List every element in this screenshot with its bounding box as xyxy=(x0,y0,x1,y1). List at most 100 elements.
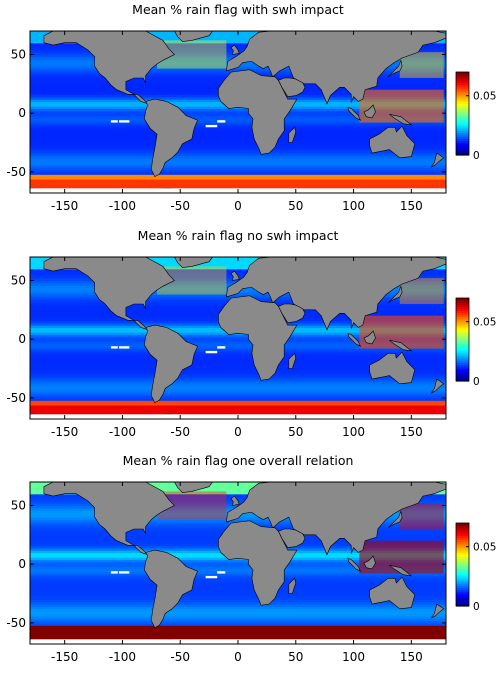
colorbar-frame xyxy=(455,522,470,607)
ocean-heat-row xyxy=(30,590,446,593)
colorbar-step xyxy=(456,535,469,539)
eurasia-landmass xyxy=(226,31,446,105)
colorbar-step xyxy=(456,539,469,543)
ocean-heat-row xyxy=(30,400,446,404)
colorbar-tick-label: 0.05 xyxy=(473,91,496,103)
colorbar-step xyxy=(456,549,469,553)
colorbar-step xyxy=(456,324,469,328)
ocean-heat-row xyxy=(30,395,446,399)
x-tick-label: -150 xyxy=(51,425,78,439)
plot-area xyxy=(30,31,446,193)
colorbar-step xyxy=(456,96,469,100)
x-tick-label: -50 xyxy=(170,425,190,439)
ocean-heat-row xyxy=(30,164,446,168)
colorbar-step xyxy=(456,312,469,316)
ocean-heat-row xyxy=(30,143,446,147)
colorbar-tick-label: 0.05 xyxy=(473,542,496,554)
colorbar-step xyxy=(456,300,469,303)
colorbar-step xyxy=(456,82,469,86)
colorbar-step xyxy=(456,298,469,301)
colorbar-step xyxy=(456,304,469,307)
ocean-heat-row xyxy=(30,599,446,603)
ocean-heat-row xyxy=(30,374,446,378)
colorbar-step xyxy=(456,302,469,305)
ocean-heat-row xyxy=(30,155,446,159)
colorbar-step xyxy=(456,374,469,378)
ocean-heat-row xyxy=(30,496,446,500)
colorbar-step xyxy=(456,587,469,590)
ocean-heat-row xyxy=(30,47,446,51)
uk-landmass xyxy=(230,270,240,281)
ocean-heat-row xyxy=(30,38,446,41)
colorbar-step xyxy=(456,362,469,365)
colorbar-step xyxy=(456,318,469,322)
sumatra-landmass xyxy=(347,557,362,572)
colorbar-step xyxy=(456,358,469,361)
colorbar-step xyxy=(456,130,469,133)
no-data-cell xyxy=(217,346,226,349)
greenland-landmass xyxy=(174,482,213,493)
south-america-landmass xyxy=(144,98,198,178)
ocean-heat-row xyxy=(30,350,446,354)
colorbar-step xyxy=(456,105,469,108)
panel-title: Mean % rain flag with swh impact xyxy=(132,2,344,17)
greenland-landmass xyxy=(174,31,213,42)
colorbar-step xyxy=(456,316,469,320)
map-panel-swh-impact: Mean % rain flag with swh impact -150 -10… xyxy=(0,0,500,224)
ocean-heat-row xyxy=(30,386,446,390)
ocean-heat-row xyxy=(30,559,446,563)
ocean-heat-row xyxy=(30,343,446,347)
colorbar-frame xyxy=(455,71,470,156)
x-tick-label: -150 xyxy=(51,650,78,664)
colorbar-step xyxy=(456,314,469,318)
colorbar-step xyxy=(456,356,469,359)
colorbar-step xyxy=(456,523,469,526)
ocean-heat-row xyxy=(30,153,446,157)
colorbar-step xyxy=(456,376,469,380)
ocean-heat-row xyxy=(30,110,446,114)
borneo-landmass xyxy=(363,104,376,119)
colorbar-step xyxy=(456,558,469,561)
borneo-landmass xyxy=(363,330,376,345)
colorbar-step xyxy=(456,566,469,570)
colorbar-step xyxy=(456,562,469,566)
colorbar-step xyxy=(456,341,469,345)
x-tick-label: 0 xyxy=(234,425,242,439)
ocean-heat-row xyxy=(30,568,446,572)
ocean-heat-row xyxy=(30,183,446,187)
colorbar-step xyxy=(456,84,469,88)
colorbar-step xyxy=(456,603,469,607)
ocean-heat-row xyxy=(30,181,446,185)
ocean-heat-row xyxy=(30,571,446,575)
ocean-heat-row xyxy=(30,185,446,189)
colorbar: 0.05 0 xyxy=(455,71,496,162)
ocean-heat-row xyxy=(30,594,446,598)
ocean-heat-row xyxy=(30,362,446,366)
colorbar-step xyxy=(456,581,469,584)
y-tick-label: 0 xyxy=(18,106,26,120)
ocean-heat-row xyxy=(30,611,446,615)
no-data-cell xyxy=(217,120,226,123)
australia-landmass xyxy=(369,576,416,610)
colorbar-step xyxy=(456,101,469,104)
colorbar-step xyxy=(456,556,469,559)
panel-title: Mean % rain flag one overall relation xyxy=(122,453,354,468)
ocean-heat-row xyxy=(30,604,446,608)
no-data-cell xyxy=(205,575,218,579)
y-tick-label: 0 xyxy=(18,332,26,346)
ocean-heat-row xyxy=(30,393,446,397)
colorbar-step xyxy=(456,533,469,537)
ocean-heat-row xyxy=(30,606,446,610)
new-guinea-landmass xyxy=(389,340,413,352)
ocean-heat-row xyxy=(30,42,446,46)
ocean-heat-row xyxy=(30,273,446,277)
ocean-heat-row xyxy=(30,174,446,178)
ocean-heat-row xyxy=(30,148,446,152)
x-tick-label: -100 xyxy=(109,199,136,213)
ocean-heat-row xyxy=(30,597,446,600)
colorbar-step xyxy=(456,335,469,339)
ocean-heat-row xyxy=(30,367,446,371)
colorbar-step xyxy=(456,119,469,123)
ocean-heat-row xyxy=(30,491,446,495)
ocean-heat-row xyxy=(30,341,446,345)
